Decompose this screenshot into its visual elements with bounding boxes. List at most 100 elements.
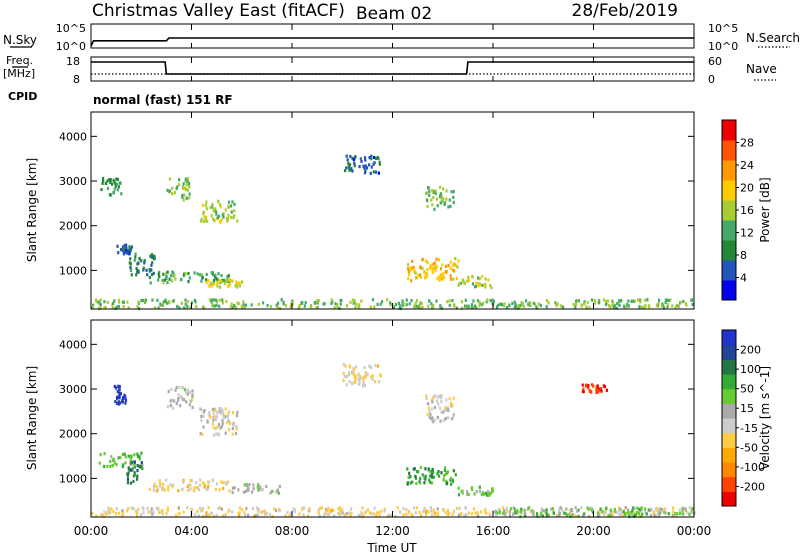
heatmap-cell bbox=[155, 485, 158, 489]
heatmap-cell bbox=[383, 509, 386, 513]
heatmap-cell bbox=[304, 301, 307, 305]
heatmap-cell bbox=[489, 299, 492, 303]
heatmap-cell bbox=[229, 421, 232, 426]
heatmap-cell bbox=[220, 279, 224, 284]
heatmap-cell bbox=[170, 274, 173, 278]
heatmap-cell bbox=[577, 299, 581, 303]
heatmap-cell bbox=[489, 284, 492, 288]
heatmap-cell bbox=[470, 511, 474, 516]
heatmap-cell bbox=[450, 190, 453, 194]
heatmap-cell bbox=[539, 303, 542, 308]
heatmap-cell bbox=[582, 387, 585, 391]
heatmap-cell bbox=[634, 513, 637, 517]
heatmap-cell bbox=[140, 465, 143, 469]
heatmap-cell bbox=[402, 506, 405, 511]
y-tick-label: 3000 bbox=[59, 383, 87, 396]
heatmap-cell bbox=[207, 279, 210, 283]
heatmap-cell bbox=[207, 413, 210, 417]
heatmap-cell bbox=[663, 507, 667, 511]
heatmap-cell bbox=[177, 398, 180, 402]
heatmap-cell bbox=[452, 509, 456, 513]
nave-tick-bottom: 0 bbox=[708, 73, 715, 86]
heatmap-cell bbox=[205, 200, 208, 204]
heatmap-cell bbox=[199, 483, 202, 487]
heatmap-cell bbox=[366, 372, 369, 376]
heatmap-cell bbox=[215, 298, 218, 302]
heatmap-cell bbox=[165, 274, 168, 279]
heatmap-cell bbox=[261, 510, 264, 514]
heatmap-cell bbox=[181, 195, 184, 199]
heatmap-cell bbox=[636, 506, 639, 510]
heatmap-cell bbox=[159, 302, 162, 306]
heatmap-cell bbox=[394, 514, 397, 518]
heatmap-cell bbox=[236, 219, 239, 223]
heatmap-cell bbox=[289, 512, 293, 516]
heatmap-cell bbox=[588, 389, 591, 393]
heatmap-cell bbox=[357, 372, 360, 376]
heatmap-cell bbox=[616, 302, 619, 306]
heatmap-cell bbox=[224, 415, 227, 419]
heatmap-cell bbox=[427, 406, 430, 410]
heatmap-cell bbox=[205, 513, 208, 517]
heatmap-cell bbox=[189, 305, 192, 309]
heatmap-cell bbox=[238, 281, 241, 285]
heatmap-cell bbox=[424, 474, 427, 478]
heatmap-cell bbox=[417, 305, 420, 309]
heatmap-cell bbox=[521, 511, 524, 515]
heatmap-cell bbox=[676, 512, 679, 516]
heatmap-cell bbox=[171, 192, 174, 196]
heatmap-cell bbox=[439, 201, 442, 205]
heatmap-cell bbox=[206, 419, 209, 423]
heatmap-cell bbox=[103, 300, 106, 304]
heatmap-cell bbox=[690, 510, 693, 514]
heatmap-cell bbox=[352, 158, 355, 162]
heatmap-cell bbox=[430, 472, 433, 477]
heatmap-cell bbox=[645, 512, 648, 516]
heatmap-cell bbox=[405, 512, 408, 516]
heatmap-cell bbox=[449, 204, 452, 208]
heatmap-cell bbox=[471, 488, 474, 492]
heatmap-cell bbox=[676, 304, 679, 308]
heatmap-cell bbox=[230, 302, 233, 306]
heatmap-cell bbox=[149, 254, 152, 258]
heatmap-cell bbox=[213, 219, 216, 223]
heatmap-cell bbox=[125, 251, 128, 255]
heatmap-cell bbox=[514, 507, 517, 511]
heatmap-cell bbox=[654, 507, 658, 511]
heatmap-cell bbox=[105, 512, 108, 516]
heatmap-cell bbox=[688, 512, 691, 516]
heatmap-cell bbox=[269, 304, 273, 309]
heatmap-cell bbox=[138, 455, 141, 459]
heatmap-cell bbox=[202, 211, 205, 216]
heatmap-cell bbox=[277, 491, 280, 495]
heatmap-cell bbox=[370, 365, 373, 369]
heatmap-cell bbox=[427, 510, 430, 514]
power-ylabel: Slant Range [km] bbox=[25, 158, 39, 262]
heatmap-cell bbox=[363, 171, 367, 175]
heatmap-cell bbox=[280, 298, 283, 302]
heatmap-cell bbox=[118, 300, 121, 304]
heatmap-cell bbox=[369, 305, 372, 309]
colorbar-tick-label: 16 bbox=[740, 204, 754, 217]
colorbar-swatch bbox=[722, 280, 736, 301]
heatmap-cell bbox=[433, 511, 436, 515]
heatmap-cell bbox=[483, 509, 487, 514]
heatmap-cell bbox=[221, 422, 224, 426]
heatmap-cell bbox=[226, 278, 229, 282]
heatmap-cell bbox=[235, 427, 238, 431]
heatmap-cell bbox=[97, 306, 101, 310]
heatmap-cell bbox=[534, 302, 537, 306]
heatmap-cell bbox=[604, 302, 608, 307]
heatmap-cell bbox=[229, 278, 232, 282]
heatmap-cell bbox=[476, 282, 479, 286]
heatmap-cell bbox=[231, 490, 234, 495]
heatmap-cell bbox=[108, 178, 111, 182]
heatmap-cell bbox=[256, 510, 260, 514]
heatmap-cell bbox=[477, 514, 480, 518]
heatmap-cell bbox=[639, 300, 642, 304]
heatmap-cell bbox=[238, 511, 241, 515]
heatmap-cell bbox=[523, 511, 527, 515]
heatmap-cell bbox=[195, 304, 198, 308]
heatmap-cell bbox=[474, 511, 477, 515]
heatmap-cell bbox=[238, 514, 241, 518]
